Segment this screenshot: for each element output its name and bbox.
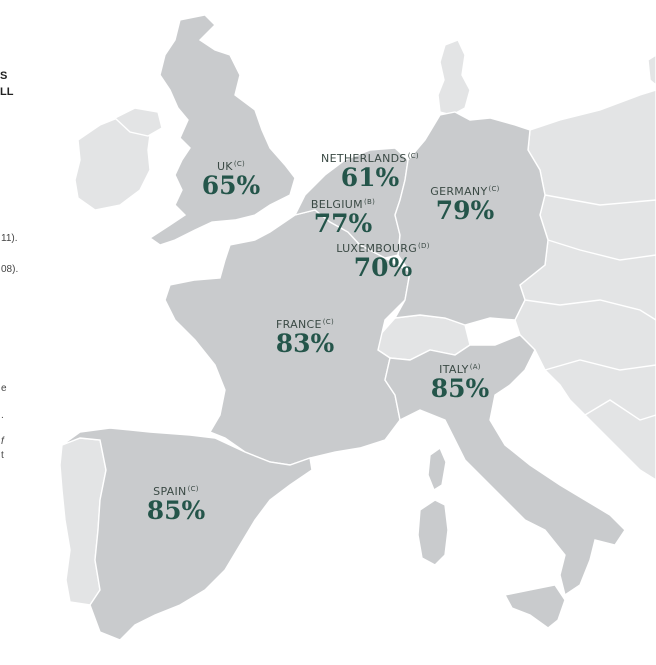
country-note: (C) xyxy=(488,185,500,193)
country-label-luxembourg: LUXEMBOURG(D) 70% xyxy=(328,242,438,281)
region-austria-border xyxy=(524,299,656,321)
margin-text-fragment: S xyxy=(0,70,8,82)
country-name: UK(C) xyxy=(196,160,266,173)
country-value: 65% xyxy=(201,171,261,200)
country-label-uk: UK(C) 65% xyxy=(196,160,266,199)
region-sardinia xyxy=(417,499,449,566)
country-name-text: LUXEMBOURG xyxy=(336,242,418,255)
region-northern-ireland xyxy=(113,107,163,137)
margin-text-fragment: 08). xyxy=(1,264,19,275)
country-note: (A) xyxy=(469,363,481,371)
country-value: 70% xyxy=(353,253,413,282)
region-sweden-tip xyxy=(647,54,656,86)
country-name-text: UK xyxy=(216,160,233,173)
country-note: (C) xyxy=(187,485,199,493)
margin-text-fragment: 11). xyxy=(1,233,18,244)
country-label-spain: SPAIN(C) 85% xyxy=(138,485,214,524)
country-name-text: SPAIN xyxy=(153,485,187,498)
country-name: SPAIN(C) xyxy=(138,485,214,498)
country-note: (C) xyxy=(407,152,419,160)
region-italy xyxy=(384,334,626,597)
region-denmark xyxy=(437,39,471,116)
country-name: GERMANY(C) xyxy=(420,185,510,198)
country-name: LUXEMBOURG(D) xyxy=(328,242,438,255)
region-balkans-border-2 xyxy=(584,399,656,421)
margin-text-fragment: e xyxy=(1,383,7,394)
country-note: (B) xyxy=(363,198,376,206)
country-label-france: FRANCE(C) 83% xyxy=(265,318,345,357)
country-name: BELGIUM(B) xyxy=(303,198,383,211)
country-value: 77% xyxy=(313,209,373,238)
country-name: NETHERLANDS(C) xyxy=(315,152,425,165)
region-eastern-europe xyxy=(514,89,656,481)
region-spain xyxy=(61,427,313,641)
region-sicily xyxy=(503,584,566,629)
margin-text-fragment: . xyxy=(1,410,4,421)
country-name-text: NETHERLANDS xyxy=(321,152,407,165)
country-value: 61% xyxy=(340,163,400,192)
country-name-text: FRANCE xyxy=(276,318,322,331)
country-value: 85% xyxy=(430,374,490,403)
country-note: (D) xyxy=(418,242,430,250)
country-label-italy: ITALY(A) 85% xyxy=(422,363,498,402)
region-balkans-border xyxy=(544,359,656,371)
region-czech-border xyxy=(547,239,656,261)
country-name-text: BELGIUM xyxy=(310,198,363,211)
margin-text-fragment: f xyxy=(1,436,4,447)
country-name-text: GERMANY xyxy=(430,185,488,198)
country-label-netherlands: NETHERLANDS(C) 61% xyxy=(315,152,425,191)
country-name-text: ITALY xyxy=(439,363,469,376)
country-note: (C) xyxy=(322,318,334,326)
country-value: 83% xyxy=(275,329,335,358)
region-poland-border xyxy=(544,194,656,206)
country-name: FRANCE(C) xyxy=(265,318,345,331)
margin-text-fragment: t xyxy=(1,450,4,461)
region-corsica xyxy=(427,446,447,492)
region-germany xyxy=(393,111,549,326)
region-uk xyxy=(148,14,296,246)
country-label-germany: GERMANY(C) 79% xyxy=(420,185,510,224)
country-value: 79% xyxy=(435,196,495,225)
country-name: ITALY(A) xyxy=(422,363,498,376)
country-note: (C) xyxy=(233,160,246,168)
margin-text-fragment: LL xyxy=(0,86,14,98)
country-label-belgium: BELGIUM(B) 77% xyxy=(303,198,383,237)
country-value: 85% xyxy=(146,496,206,525)
